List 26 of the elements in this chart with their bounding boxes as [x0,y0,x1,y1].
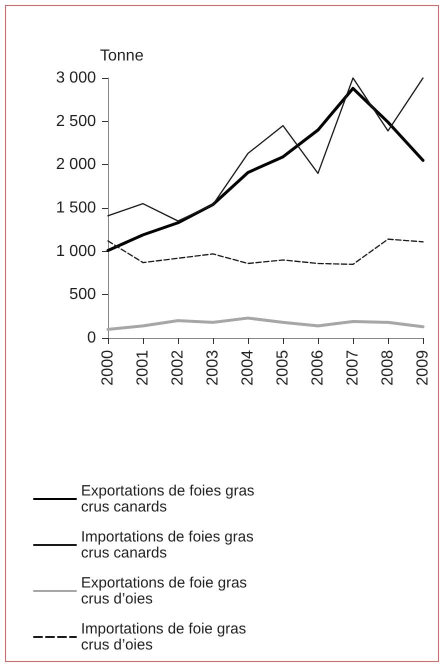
line-series [107,238,424,265]
x-tick-label: 2004 [240,350,256,386]
x-tick-label: 2000 [100,350,116,386]
line-series [107,77,424,222]
x-tick-label: 2003 [204,350,222,386]
x-tick-label: 2009 [414,350,432,386]
y-tick-label: 0 [87,330,96,346]
x-tick-label: 2002 [170,350,186,386]
line-series [106,316,424,331]
y-tick-label: 2 500 [56,112,96,130]
y-tick-label: 1 000 [56,242,96,260]
x-tick-label: 2001 [134,350,152,386]
x-tick-label: 2005 [274,350,292,386]
x-tick-label: 2007 [344,350,362,386]
legend-label: Importations de foie gras crus d’oies [81,620,250,654]
line-series [106,86,424,252]
x-tick-label: 2006 [310,350,326,386]
legend-label: Exportations de foie gras crus d’oies [81,574,252,608]
y-tick-label: 1 500 [56,200,96,216]
x-tick-label: 2008 [380,350,396,386]
legend-label: Importations de foies gras crus canards [81,528,258,562]
legend-label: Exportations de foies gras crus canards [81,482,259,516]
y-axis-title: Tonne [100,48,144,64]
y-tick-label: 2 000 [56,156,96,174]
y-tick-label: 3 000 [56,70,96,86]
y-tick-label: 500 [69,286,96,304]
